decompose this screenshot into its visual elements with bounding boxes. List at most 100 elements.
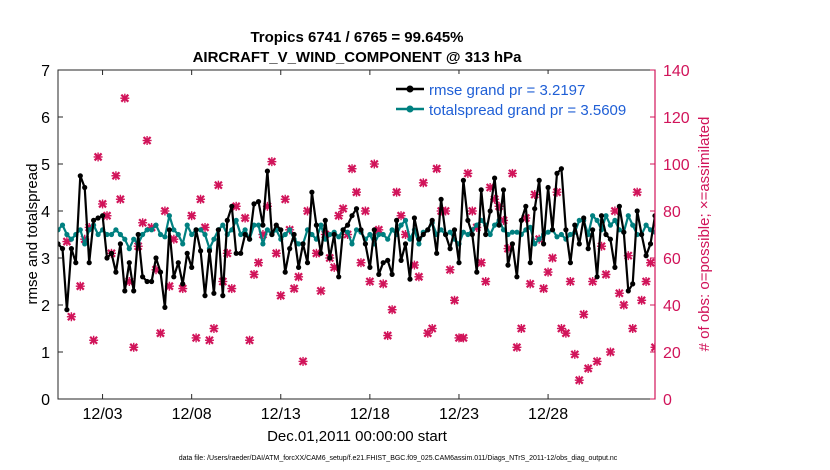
totalspread-point bbox=[474, 222, 480, 228]
obs-marker bbox=[352, 187, 361, 197]
obs-marker bbox=[155, 328, 165, 338]
obs-marker bbox=[365, 277, 375, 286]
y-left-tick-label: 3 bbox=[41, 251, 50, 268]
totalspread-point bbox=[742, 220, 747, 225]
totalspread-point bbox=[238, 231, 244, 238]
rmse-point bbox=[750, 258, 755, 263]
rmse-point bbox=[157, 269, 164, 275]
obs-marker bbox=[539, 284, 549, 294]
rmse-point bbox=[211, 290, 217, 296]
obs-marker bbox=[191, 333, 201, 343]
y-axis-right-label: # of obs: o=possible; ×=assimilated bbox=[696, 117, 713, 352]
rmse-point bbox=[126, 260, 132, 266]
totalspread-point bbox=[607, 222, 614, 228]
rmse-point bbox=[260, 222, 266, 228]
y-right-tick-label: 40 bbox=[663, 298, 681, 315]
obs-marker bbox=[548, 253, 558, 263]
rmse-point bbox=[523, 203, 529, 209]
rmse-point bbox=[509, 241, 515, 247]
totalspread-point bbox=[180, 241, 186, 247]
totalspread-point bbox=[242, 227, 248, 233]
totalspread-point bbox=[670, 232, 675, 237]
y-left-tick-label: 2 bbox=[41, 298, 50, 315]
totalspread-point bbox=[545, 229, 551, 235]
rmse-point bbox=[362, 241, 368, 247]
totalspread-point bbox=[402, 217, 409, 223]
rmse-point bbox=[322, 217, 328, 223]
totalspread-point bbox=[728, 227, 733, 232]
obs-marker bbox=[641, 277, 651, 286]
obs-marker-stroke bbox=[674, 278, 681, 285]
rmse-point bbox=[456, 260, 462, 266]
totalspread-point bbox=[380, 231, 386, 238]
obs-marker bbox=[142, 136, 152, 145]
totalspread-point bbox=[184, 222, 190, 228]
obs-marker bbox=[673, 277, 682, 286]
obs-marker-stroke bbox=[665, 243, 672, 250]
rmse-point bbox=[380, 260, 386, 266]
totalspread-point bbox=[514, 229, 520, 235]
rmse-point bbox=[536, 177, 542, 183]
obs-marker bbox=[423, 328, 433, 338]
obs-marker bbox=[445, 265, 455, 275]
chart-title: Tropics 6741 / 6765 = 99.645% bbox=[250, 29, 463, 46]
obs-marker bbox=[129, 342, 139, 352]
obs-marker bbox=[227, 284, 237, 294]
rmse-point bbox=[117, 241, 123, 247]
obs-marker bbox=[427, 324, 437, 333]
obs-marker bbox=[196, 194, 206, 204]
totalspread-point bbox=[58, 227, 61, 233]
totalspread-point bbox=[349, 241, 355, 247]
totalspread-point bbox=[122, 236, 128, 242]
obs-marker bbox=[356, 258, 366, 268]
obs-marker bbox=[111, 171, 121, 181]
rmse-point bbox=[300, 241, 306, 247]
rmse-point bbox=[398, 257, 404, 263]
obs-marker-stroke bbox=[674, 278, 681, 285]
obs-marker bbox=[605, 347, 615, 357]
obs-marker-stroke bbox=[683, 337, 690, 344]
rmse-point bbox=[122, 288, 128, 294]
rmse-point bbox=[549, 227, 556, 233]
obs-marker bbox=[93, 152, 103, 162]
obs-marker bbox=[565, 277, 575, 286]
rmse-point bbox=[367, 264, 373, 270]
rmse-point bbox=[224, 217, 230, 223]
totalspread-point bbox=[532, 241, 538, 247]
obs-marker-stroke bbox=[678, 189, 685, 196]
rmse-point bbox=[478, 187, 484, 193]
chart-subtitle: AIRCRAFT_V_WIND_COMPONENT @ 313 hPa bbox=[193, 49, 523, 66]
obs-marker bbox=[418, 178, 428, 188]
obs-marker bbox=[245, 335, 255, 345]
obs-marker bbox=[138, 218, 148, 228]
rmse-point bbox=[242, 231, 248, 238]
totalspread-point bbox=[157, 231, 164, 238]
rmse-point bbox=[527, 260, 533, 266]
y-left-tick-label: 0 bbox=[41, 392, 50, 409]
y-right-tick-label: 80 bbox=[663, 204, 681, 221]
totalspread-point bbox=[666, 227, 671, 232]
rmse-point bbox=[64, 307, 70, 313]
rmse-point bbox=[434, 250, 440, 256]
legend-box bbox=[392, 74, 648, 116]
rmse-point bbox=[719, 274, 724, 279]
obs-marker bbox=[516, 324, 526, 333]
data-file-footer: data file: /Users/raeder/DAI/ATM_forcXX/… bbox=[179, 455, 618, 462]
legend-spread-label: totalspread grand pr = 3.5609 bbox=[429, 102, 626, 119]
totalspread-point bbox=[661, 227, 666, 232]
rmse-point bbox=[474, 269, 480, 275]
rmse-point bbox=[394, 217, 400, 223]
rmse-point bbox=[487, 208, 493, 214]
rmse-point bbox=[389, 271, 395, 277]
rmse-point bbox=[639, 231, 645, 238]
rmse-point bbox=[353, 206, 360, 212]
rmse-point bbox=[532, 206, 538, 212]
rmse-point bbox=[603, 231, 609, 238]
obs-marker bbox=[280, 194, 290, 204]
rmse-point bbox=[291, 231, 297, 238]
obs-marker bbox=[432, 164, 442, 174]
y-left-tick-label: 5 bbox=[41, 157, 50, 174]
rmse-point bbox=[402, 241, 409, 247]
obs-marker bbox=[677, 188, 686, 197]
rmse-point bbox=[206, 248, 213, 254]
